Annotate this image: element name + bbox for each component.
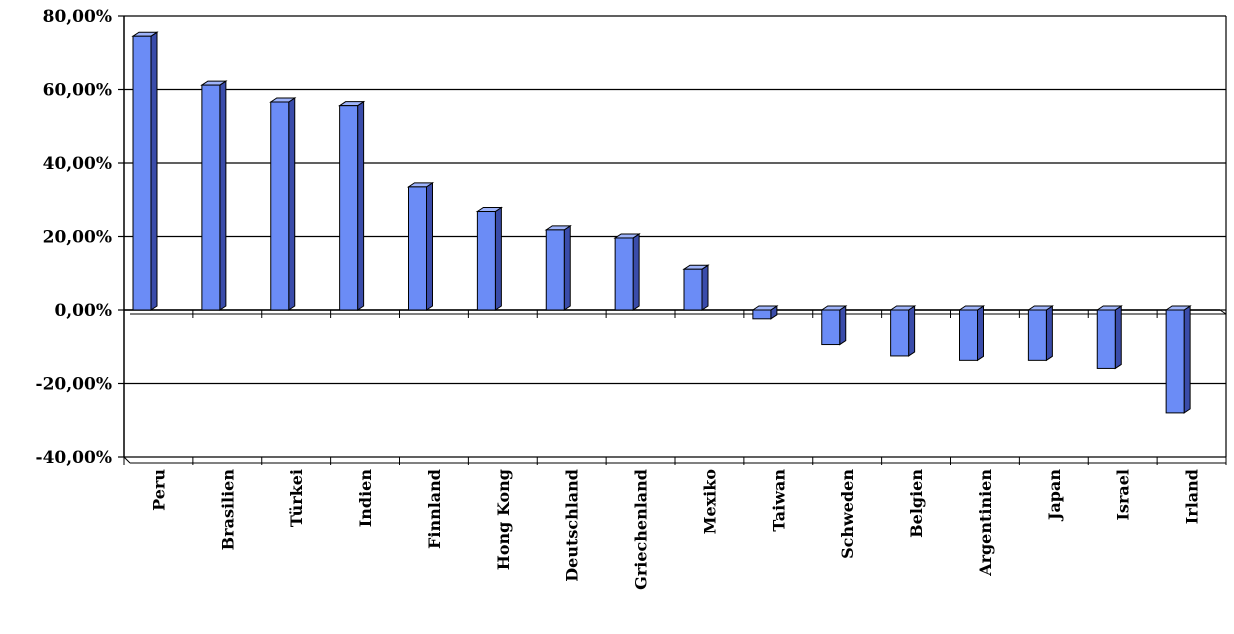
y-tick-label: -20,00%	[36, 375, 112, 395]
bar-side	[288, 97, 296, 311]
bar-front	[545, 229, 565, 311]
bar-side	[632, 233, 640, 311]
bar-front	[959, 309, 978, 361]
bar	[957, 305, 986, 362]
bar	[475, 206, 504, 311]
bar-front	[201, 84, 221, 311]
bar-front	[476, 211, 496, 311]
bar-front	[1027, 309, 1047, 361]
bars	[131, 31, 1192, 414]
bar	[682, 264, 710, 311]
y-tick-label: 60,00%	[43, 81, 112, 101]
bar-side	[426, 181, 433, 311]
x-tick-label: Griechenland	[632, 469, 651, 590]
bar-front	[890, 309, 910, 357]
bar-side	[977, 305, 984, 362]
y-tick-label: 40,00%	[43, 154, 112, 174]
bar-side	[494, 206, 502, 311]
bar-side	[701, 264, 709, 311]
x-tick-label: Hong Kong	[494, 469, 513, 570]
tick-labels: -40,00% -20,00% 0,00% 20,00% 40,00% 60,00% 80,…	[36, 7, 1202, 590]
x-tick-label: Türkei	[287, 469, 306, 527]
x-tick-label: Taiwan	[769, 469, 788, 532]
bar-front	[270, 101, 290, 311]
bar	[820, 305, 848, 346]
x-tick-label: Peru	[149, 469, 168, 511]
bar-front	[614, 237, 634, 311]
bar-side	[357, 100, 365, 311]
bar	[131, 31, 159, 311]
bar	[269, 97, 297, 311]
bar	[613, 233, 641, 311]
x-tick-label: Argentinien	[976, 469, 995, 577]
bar-front	[1165, 309, 1185, 414]
bar	[1026, 305, 1055, 362]
bar-side	[219, 80, 227, 311]
bar-side	[1045, 305, 1053, 362]
bar-front	[132, 35, 152, 311]
y-tick-label: 80,00%	[43, 7, 112, 27]
x-tick-label: Brasilien	[218, 469, 237, 551]
bar	[751, 305, 779, 320]
x-tick-label: Schweden	[838, 469, 857, 559]
bar-front	[683, 268, 703, 311]
x-tick-label: Irland	[1183, 469, 1202, 524]
x-tick-label: Israel	[1114, 469, 1133, 521]
x-axis-depth-edge	[1219, 309, 1227, 315]
bar	[1164, 305, 1192, 414]
bar-front	[821, 309, 841, 346]
x-tick-label: Japan	[1045, 469, 1064, 522]
bar-front	[1096, 309, 1116, 369]
bar-front	[408, 186, 427, 311]
bar-side	[839, 305, 847, 346]
bar-front	[752, 309, 772, 320]
bar-side	[908, 305, 916, 357]
x-tick-label: Mexiko	[700, 469, 719, 535]
bar	[1095, 305, 1123, 370]
bar	[888, 305, 917, 357]
bar	[544, 224, 572, 311]
y-tick-label: 0,00%	[54, 301, 112, 321]
bar-side	[563, 224, 571, 311]
y-tick-label: 20,00%	[43, 228, 112, 248]
y-tick-label: -40,00%	[36, 448, 112, 468]
bar-side	[1114, 305, 1122, 370]
bar-front	[339, 105, 359, 311]
floor-edge-left	[123, 456, 131, 464]
x-tick-label: Deutschland	[563, 469, 582, 582]
x-tick-label: Belgien	[907, 469, 926, 538]
bar	[406, 181, 435, 311]
bar-side	[150, 31, 158, 311]
bar-side	[1183, 305, 1191, 414]
bar	[200, 80, 228, 311]
bar	[337, 100, 366, 311]
x-tick-label: Finnland	[425, 469, 444, 549]
x-tick-label: Indien	[356, 469, 375, 528]
